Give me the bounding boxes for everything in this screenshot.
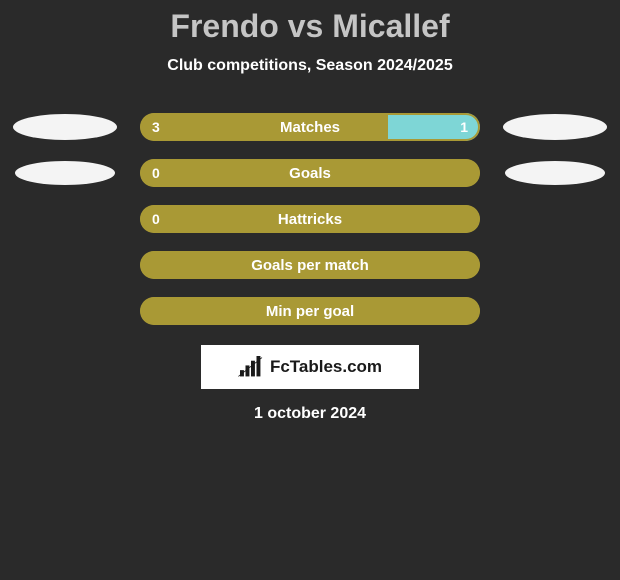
right-ellipse-slot [500,114,610,140]
bar-value-left: 0 [152,159,160,187]
stat-row: Hattricks0 [0,203,620,235]
branding-text: FcTables.com [270,357,382,377]
bar-value-left: 0 [152,205,160,233]
bar-value-left: 3 [152,113,160,141]
bar-label: Goals per match [140,251,480,279]
bar-label: Hattricks [140,205,480,233]
player-right-ellipse [503,114,607,140]
page-title: Frendo vs Micallef [0,8,620,45]
player-left-ellipse [13,114,117,140]
bar-label: Goals [140,159,480,187]
branding-wrap: FcTables.com [0,345,620,389]
left-ellipse-slot [10,161,120,185]
right-ellipse-slot [500,161,610,185]
comparison-widget: Frendo vs Micallef Club competitions, Se… [0,0,620,423]
bar-label: Min per goal [140,297,480,325]
date-text: 1 october 2024 [0,405,620,423]
subtitle: Club competitions, Season 2024/2025 [0,57,620,75]
left-ellipse-slot [10,114,120,140]
stat-rows: Matches31Goals0Hattricks0Goals per match… [0,111,620,327]
stat-row: Goals per match [0,249,620,281]
stat-bar: Goals per match [140,251,480,279]
bar-label: Matches [140,113,480,141]
stat-row: Min per goal [0,295,620,327]
bar-value-right: 1 [460,113,468,141]
stat-bar: Matches3 1 [140,113,480,141]
branding-box[interactable]: FcTables.com [201,345,419,389]
stat-bar: Hattricks0 [140,205,480,233]
stat-bar: Goals0 [140,159,480,187]
player-left-ellipse [15,161,115,185]
stat-row: Goals0 [0,157,620,189]
stat-row: Matches3 1 [0,111,620,143]
stat-bar: Min per goal [140,297,480,325]
bar-chart-icon [238,356,264,378]
player-right-ellipse [505,161,605,185]
